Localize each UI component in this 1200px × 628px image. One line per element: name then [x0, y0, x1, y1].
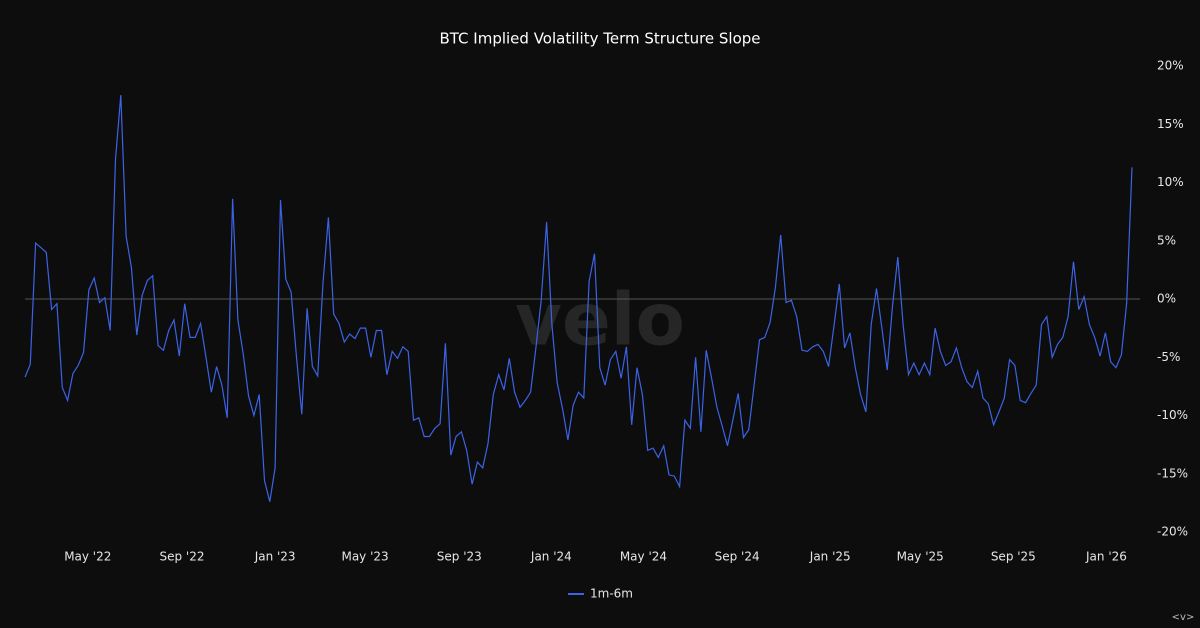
x-tick-label: May '25 — [897, 550, 944, 564]
y-tick-label: 5% — [1157, 233, 1176, 247]
legend-label: 1m-6m — [590, 587, 633, 601]
y-tick-label: -10% — [1157, 408, 1188, 422]
x-tick-label: Jan '24 — [530, 550, 572, 564]
x-tick-label: May '22 — [64, 550, 111, 564]
x-tick-label: Sep '24 — [715, 550, 760, 564]
x-tick-label: Sep '25 — [991, 550, 1036, 564]
y-tick-label: 10% — [1157, 175, 1184, 189]
watermark: velo — [515, 278, 685, 362]
y-tick-label: 15% — [1157, 117, 1184, 131]
x-tick-label: Jan '26 — [1085, 550, 1127, 564]
x-tick-label: May '23 — [341, 550, 388, 564]
x-tick-label: Sep '22 — [160, 550, 205, 564]
x-tick-label: May '24 — [620, 550, 667, 564]
x-tick-label: Sep '23 — [437, 550, 482, 564]
y-tick-label: -20% — [1157, 525, 1188, 539]
corner-mark: <v> — [1172, 612, 1195, 623]
y-tick-label: -5% — [1157, 350, 1180, 364]
x-tick-label: Jan '25 — [809, 550, 851, 564]
series-line — [24, 95, 1133, 502]
y-tick-label: 20% — [1157, 59, 1184, 73]
chart-title: BTC Implied Volatility Term Structure Sl… — [439, 30, 760, 48]
y-tick-label: -15% — [1157, 466, 1188, 480]
y-tick-label: 0% — [1157, 292, 1176, 306]
x-tick-label: Jan '23 — [254, 550, 296, 564]
